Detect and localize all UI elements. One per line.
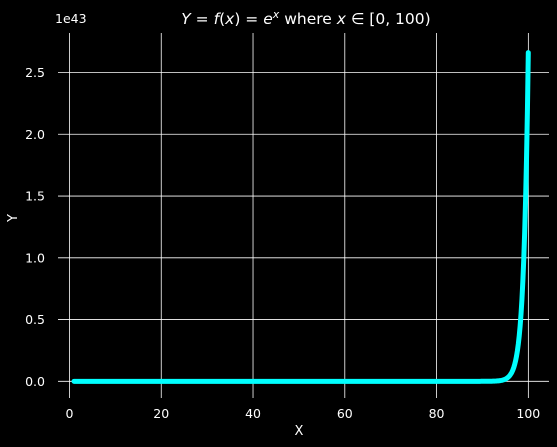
y-tick-label: 2.0 — [25, 127, 45, 142]
y-tick-label: 1.5 — [25, 189, 45, 204]
x-axis-label: X — [295, 424, 304, 439]
y-scale-factor-label: 1e43 — [55, 11, 87, 26]
title-var: x — [224, 10, 235, 28]
x-tick-label: 0 — [65, 406, 73, 421]
y-tick-label: 0.5 — [25, 312, 45, 327]
title-var2: x — [336, 10, 347, 28]
title-paren-open: ( — [219, 10, 225, 28]
x-axis-ticks: 0 20 40 60 80 100 — [65, 406, 540, 421]
title-eq2: = — [240, 10, 263, 28]
x-tick-label: 40 — [245, 406, 261, 421]
y-axis-ticks: 0.0 0.5 1.0 1.5 2.0 2.5 — [25, 65, 45, 389]
grid — [58, 33, 549, 398]
y-tick-label: 0.0 — [25, 374, 45, 389]
y-axis-label: Y — [6, 214, 21, 223]
x-tick-label: 20 — [153, 406, 169, 421]
title-exponent: x — [272, 8, 280, 21]
x-tick-label: 100 — [516, 406, 540, 421]
y-tick-label: 2.5 — [25, 65, 45, 80]
title-paren-close: ) — [234, 10, 240, 28]
series-line — [71, 50, 531, 384]
title-interval: [0, 100) — [369, 10, 430, 28]
x-tick-label: 60 — [337, 406, 353, 421]
title-lhs: Y — [181, 10, 192, 28]
title-eq1: = — [191, 10, 214, 28]
title-fn: f — [214, 10, 222, 28]
title-where: where — [279, 10, 336, 28]
x-tick-label: 80 — [429, 406, 445, 421]
series-layer — [71, 50, 531, 384]
y-tick-label: 1.0 — [25, 250, 45, 265]
chart-title: Y = f(x) = ex where x ∈ [0, 100) — [181, 8, 430, 28]
title-base: e — [263, 10, 273, 28]
title-member: ∈ — [346, 10, 369, 28]
